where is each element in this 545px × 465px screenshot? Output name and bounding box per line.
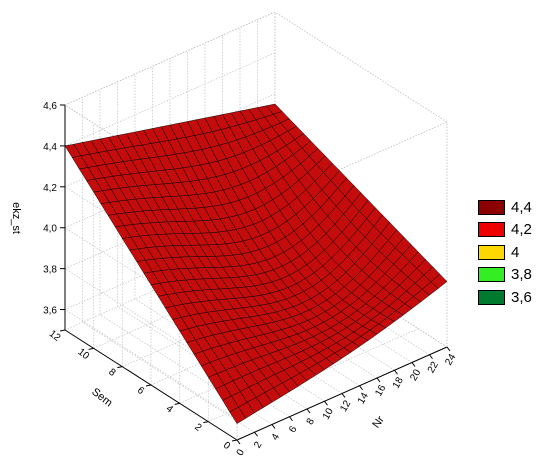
- wall-grid-z: [64, 309, 238, 420]
- y-tick-label: 0: [221, 440, 233, 452]
- legend-label: 4,4: [511, 198, 532, 216]
- y-tick-mark: [174, 402, 180, 405]
- surface-mesh: [64, 103, 448, 424]
- top-edge-right: [274, 11, 448, 123]
- legend-label: 4,2: [511, 221, 532, 239]
- x-tick-mark: [236, 439, 241, 445]
- legend: 4,4 4,2 4 3,8 3,6: [478, 196, 532, 309]
- legend-swatch: [478, 244, 505, 260]
- x-tick-mark: [376, 377, 381, 383]
- x-tick-mark: [446, 346, 451, 352]
- y-axis-label: Sem: [89, 386, 114, 409]
- x-tick-label: 2: [252, 440, 265, 451]
- z-tick-label: 4,0: [43, 224, 57, 235]
- y-tick-mark: [231, 439, 238, 442]
- y-tick-mark: [203, 421, 209, 424]
- x-tick-mark: [289, 416, 293, 422]
- x-tick-label: 18: [391, 375, 406, 391]
- z-tick-label: 4,4: [43, 142, 57, 153]
- legend-swatch: [478, 199, 505, 215]
- x-tick-mark: [341, 393, 346, 398]
- surface-cell: [430, 273, 448, 289]
- legend-item: 4,4: [478, 196, 532, 219]
- x-tick-label: 8: [305, 416, 318, 427]
- x-tick-mark: [411, 362, 416, 367]
- x-tick-label: 10: [321, 406, 336, 422]
- legend-swatch: [478, 289, 505, 305]
- x-tick-label: 24: [443, 352, 458, 368]
- x-tick-label: 12: [338, 398, 353, 414]
- z-tick-label: 4,6: [43, 101, 57, 112]
- x-tick-label: 20: [408, 367, 423, 383]
- legend-item: 4,2: [478, 219, 532, 242]
- legend-swatch: [478, 222, 505, 238]
- y-tick-label: 6: [135, 385, 147, 397]
- x-tick-mark: [359, 385, 363, 391]
- y-tick-mark: [145, 384, 152, 387]
- x-tick-label: 16: [373, 383, 388, 399]
- x-tick-label: 4: [270, 432, 283, 443]
- z-tick-label: 3,8: [43, 265, 57, 276]
- z-axis-ticks: 3,6 3,8 4,0 4,2 4,4 4,6: [43, 101, 65, 317]
- x-tick-label: 14: [356, 391, 371, 407]
- z-tick-label: 4,2: [43, 183, 57, 194]
- back-grid-z: [64, 52, 276, 147]
- y-tick-label: 2: [192, 422, 204, 434]
- top-edge-front: [236, 121, 448, 216]
- legend-label: 3,8: [511, 266, 532, 284]
- x-tick-mark: [254, 431, 258, 437]
- x-tick-mark: [394, 369, 398, 375]
- z-axis-label: ekz_st: [10, 202, 22, 234]
- x-tick-mark: [271, 424, 276, 429]
- y-tick-mark: [88, 347, 94, 350]
- legend-label: 4: [511, 243, 520, 261]
- x-tick-label: 0: [235, 447, 248, 458]
- legend-swatch: [478, 267, 505, 283]
- x-axis-label: Nr: [370, 414, 387, 431]
- y-tick-label: 8: [106, 367, 118, 379]
- x-tick-label: 6: [287, 424, 300, 435]
- legend-item: 3,6: [478, 286, 532, 309]
- top-edge: [64, 11, 276, 106]
- legend-item: 4: [478, 241, 532, 264]
- y-tick-mark: [59, 329, 66, 332]
- x-tick-label: 22: [426, 360, 441, 376]
- z-tick-label: 3,6: [43, 306, 57, 317]
- x-tick-mark: [306, 408, 311, 414]
- x-tick-mark: [324, 400, 328, 406]
- legend-label: 3,6: [511, 288, 532, 306]
- x-tick-mark: [429, 354, 433, 360]
- y-tick-mark: [117, 366, 123, 369]
- y-tick-label: 4: [164, 403, 176, 415]
- legend-item: 3,8: [478, 264, 532, 287]
